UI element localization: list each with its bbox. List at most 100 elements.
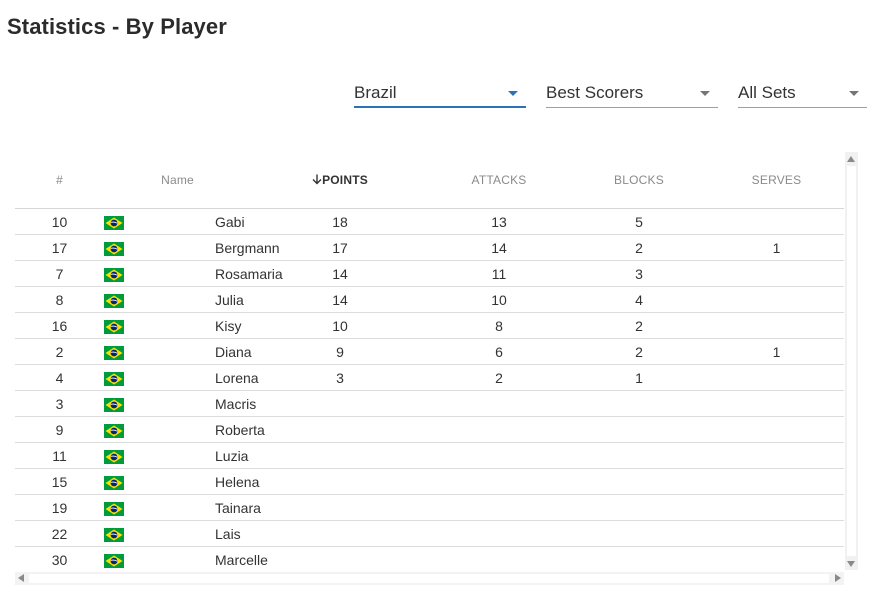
cell-points <box>251 520 429 547</box>
vertical-scroll-thumb[interactable] <box>847 166 856 556</box>
page-title: Statistics - By Player <box>7 14 227 39</box>
table-row[interactable]: 16 Kisy 10 8 2 <box>15 312 844 339</box>
cell-name: Macris <box>215 390 256 417</box>
cell-attacks: 11 <box>429 260 569 287</box>
cell-attacks <box>429 390 569 417</box>
flag-cell <box>104 208 215 235</box>
cell-serves: 1 <box>709 234 844 261</box>
cell-number: 22 <box>15 520 104 547</box>
cell-blocks <box>569 546 709 570</box>
cell-blocks: 2 <box>569 338 709 365</box>
cell-name: Luzia <box>215 442 251 469</box>
cell-serves: 1 <box>709 338 844 365</box>
cell-number: 3 <box>15 390 104 417</box>
brazil-flag-icon <box>104 293 124 308</box>
table-row[interactable]: 10 Gabi 18 13 5 <box>15 208 844 235</box>
cell-name: Kisy <box>215 312 251 339</box>
cell-attacks <box>429 416 569 443</box>
table-row[interactable]: 3 Macris <box>15 390 844 417</box>
cell-points: 14 <box>251 286 429 313</box>
col-header-points[interactable]: POINTS <box>251 152 429 209</box>
cell-points <box>251 468 429 495</box>
cell-serves <box>709 546 844 570</box>
table-row[interactable]: 9 Roberta <box>15 416 844 443</box>
col-header-attacks[interactable]: ATTACKS <box>429 152 569 209</box>
table-row[interactable]: 7 Rosamaria 14 11 3 <box>15 260 844 287</box>
cell-attacks: 8 <box>429 312 569 339</box>
cell-serves <box>709 416 844 443</box>
team-select[interactable]: Brazil <box>354 80 526 108</box>
table-row[interactable]: 11 Luzia <box>15 442 844 469</box>
cell-serves <box>709 494 844 521</box>
cell-number: 30 <box>15 546 104 570</box>
cell-number: 11 <box>15 442 104 469</box>
cell-attacks: 2 <box>429 364 569 391</box>
stats-table: # Name POINTS ATTACKS BLOCKS SERVES 10 Ga… <box>15 152 844 570</box>
table-row[interactable]: 2 Diana 9 6 2 1 <box>15 338 844 365</box>
table-row[interactable]: 22 Lais <box>15 520 844 547</box>
scroll-down-icon[interactable] <box>847 561 855 567</box>
scroll-right-icon[interactable] <box>835 574 841 582</box>
vertical-scrollbar[interactable] <box>845 152 858 570</box>
team-select-value: Brazil <box>354 83 397 102</box>
brazil-flag-icon <box>104 475 124 490</box>
arrow-down-icon <box>312 174 322 185</box>
cell-points: 10 <box>251 312 429 339</box>
table-row[interactable]: 15 Helena <box>15 468 844 495</box>
cell-points <box>251 494 429 521</box>
horizontal-scroll-thumb[interactable] <box>29 574 829 583</box>
col-header-name[interactable]: Name <box>104 152 251 209</box>
cell-points: 18 <box>251 208 429 235</box>
cell-number: 2 <box>15 338 104 365</box>
table-row[interactable]: 19 Tainara <box>15 494 844 521</box>
chevron-down-icon <box>849 91 859 96</box>
brazil-flag-icon <box>104 501 124 516</box>
horizontal-scrollbar[interactable] <box>15 572 844 585</box>
cell-name: Helena <box>215 468 259 495</box>
flag-cell <box>104 416 215 443</box>
brazil-flag-icon <box>104 371 124 386</box>
table-row[interactable]: 4 Lorena 3 2 1 <box>15 364 844 391</box>
cell-attacks <box>429 468 569 495</box>
flag-cell <box>104 520 215 547</box>
cell-points <box>251 390 429 417</box>
cell-points: 14 <box>251 260 429 287</box>
cell-number: 8 <box>15 286 104 313</box>
cell-points: 3 <box>251 364 429 391</box>
cell-name: Tainara <box>215 494 261 521</box>
col-header-blocks[interactable]: BLOCKS <box>569 152 709 209</box>
brazil-flag-icon <box>104 241 124 256</box>
table-row[interactable]: 30 Marcelle <box>15 546 844 570</box>
flag-cell <box>104 494 215 521</box>
table-row[interactable]: 17 Bergmann 17 14 2 1 <box>15 234 844 261</box>
cell-blocks: 4 <box>569 286 709 313</box>
scroll-up-icon[interactable] <box>847 156 855 162</box>
cell-blocks <box>569 442 709 469</box>
cell-points <box>251 442 429 469</box>
flag-cell <box>104 442 215 469</box>
table-header-row: # Name POINTS ATTACKS BLOCKS SERVES <box>15 152 844 209</box>
cell-number: 17 <box>15 234 104 261</box>
flag-cell <box>104 338 215 365</box>
flag-cell <box>104 364 215 391</box>
col-header-number[interactable]: # <box>15 152 104 209</box>
cell-serves <box>709 520 844 547</box>
cell-number: 15 <box>15 468 104 495</box>
cell-number: 9 <box>15 416 104 443</box>
sets-select[interactable]: All Sets <box>738 80 867 108</box>
col-header-serves[interactable]: SERVES <box>709 152 844 209</box>
table-row[interactable]: 8 Julia 14 10 4 <box>15 286 844 313</box>
cell-blocks <box>569 390 709 417</box>
scroll-left-icon[interactable] <box>18 574 24 582</box>
cell-serves <box>709 286 844 313</box>
cell-blocks: 2 <box>569 234 709 261</box>
chevron-down-icon <box>508 91 518 96</box>
cell-serves <box>709 390 844 417</box>
cell-serves <box>709 208 844 235</box>
flag-cell <box>104 390 215 417</box>
cell-name: Lorena <box>215 364 259 391</box>
cell-serves <box>709 312 844 339</box>
category-select[interactable]: Best Scorers <box>546 80 718 108</box>
cell-blocks <box>569 468 709 495</box>
cell-blocks <box>569 494 709 521</box>
